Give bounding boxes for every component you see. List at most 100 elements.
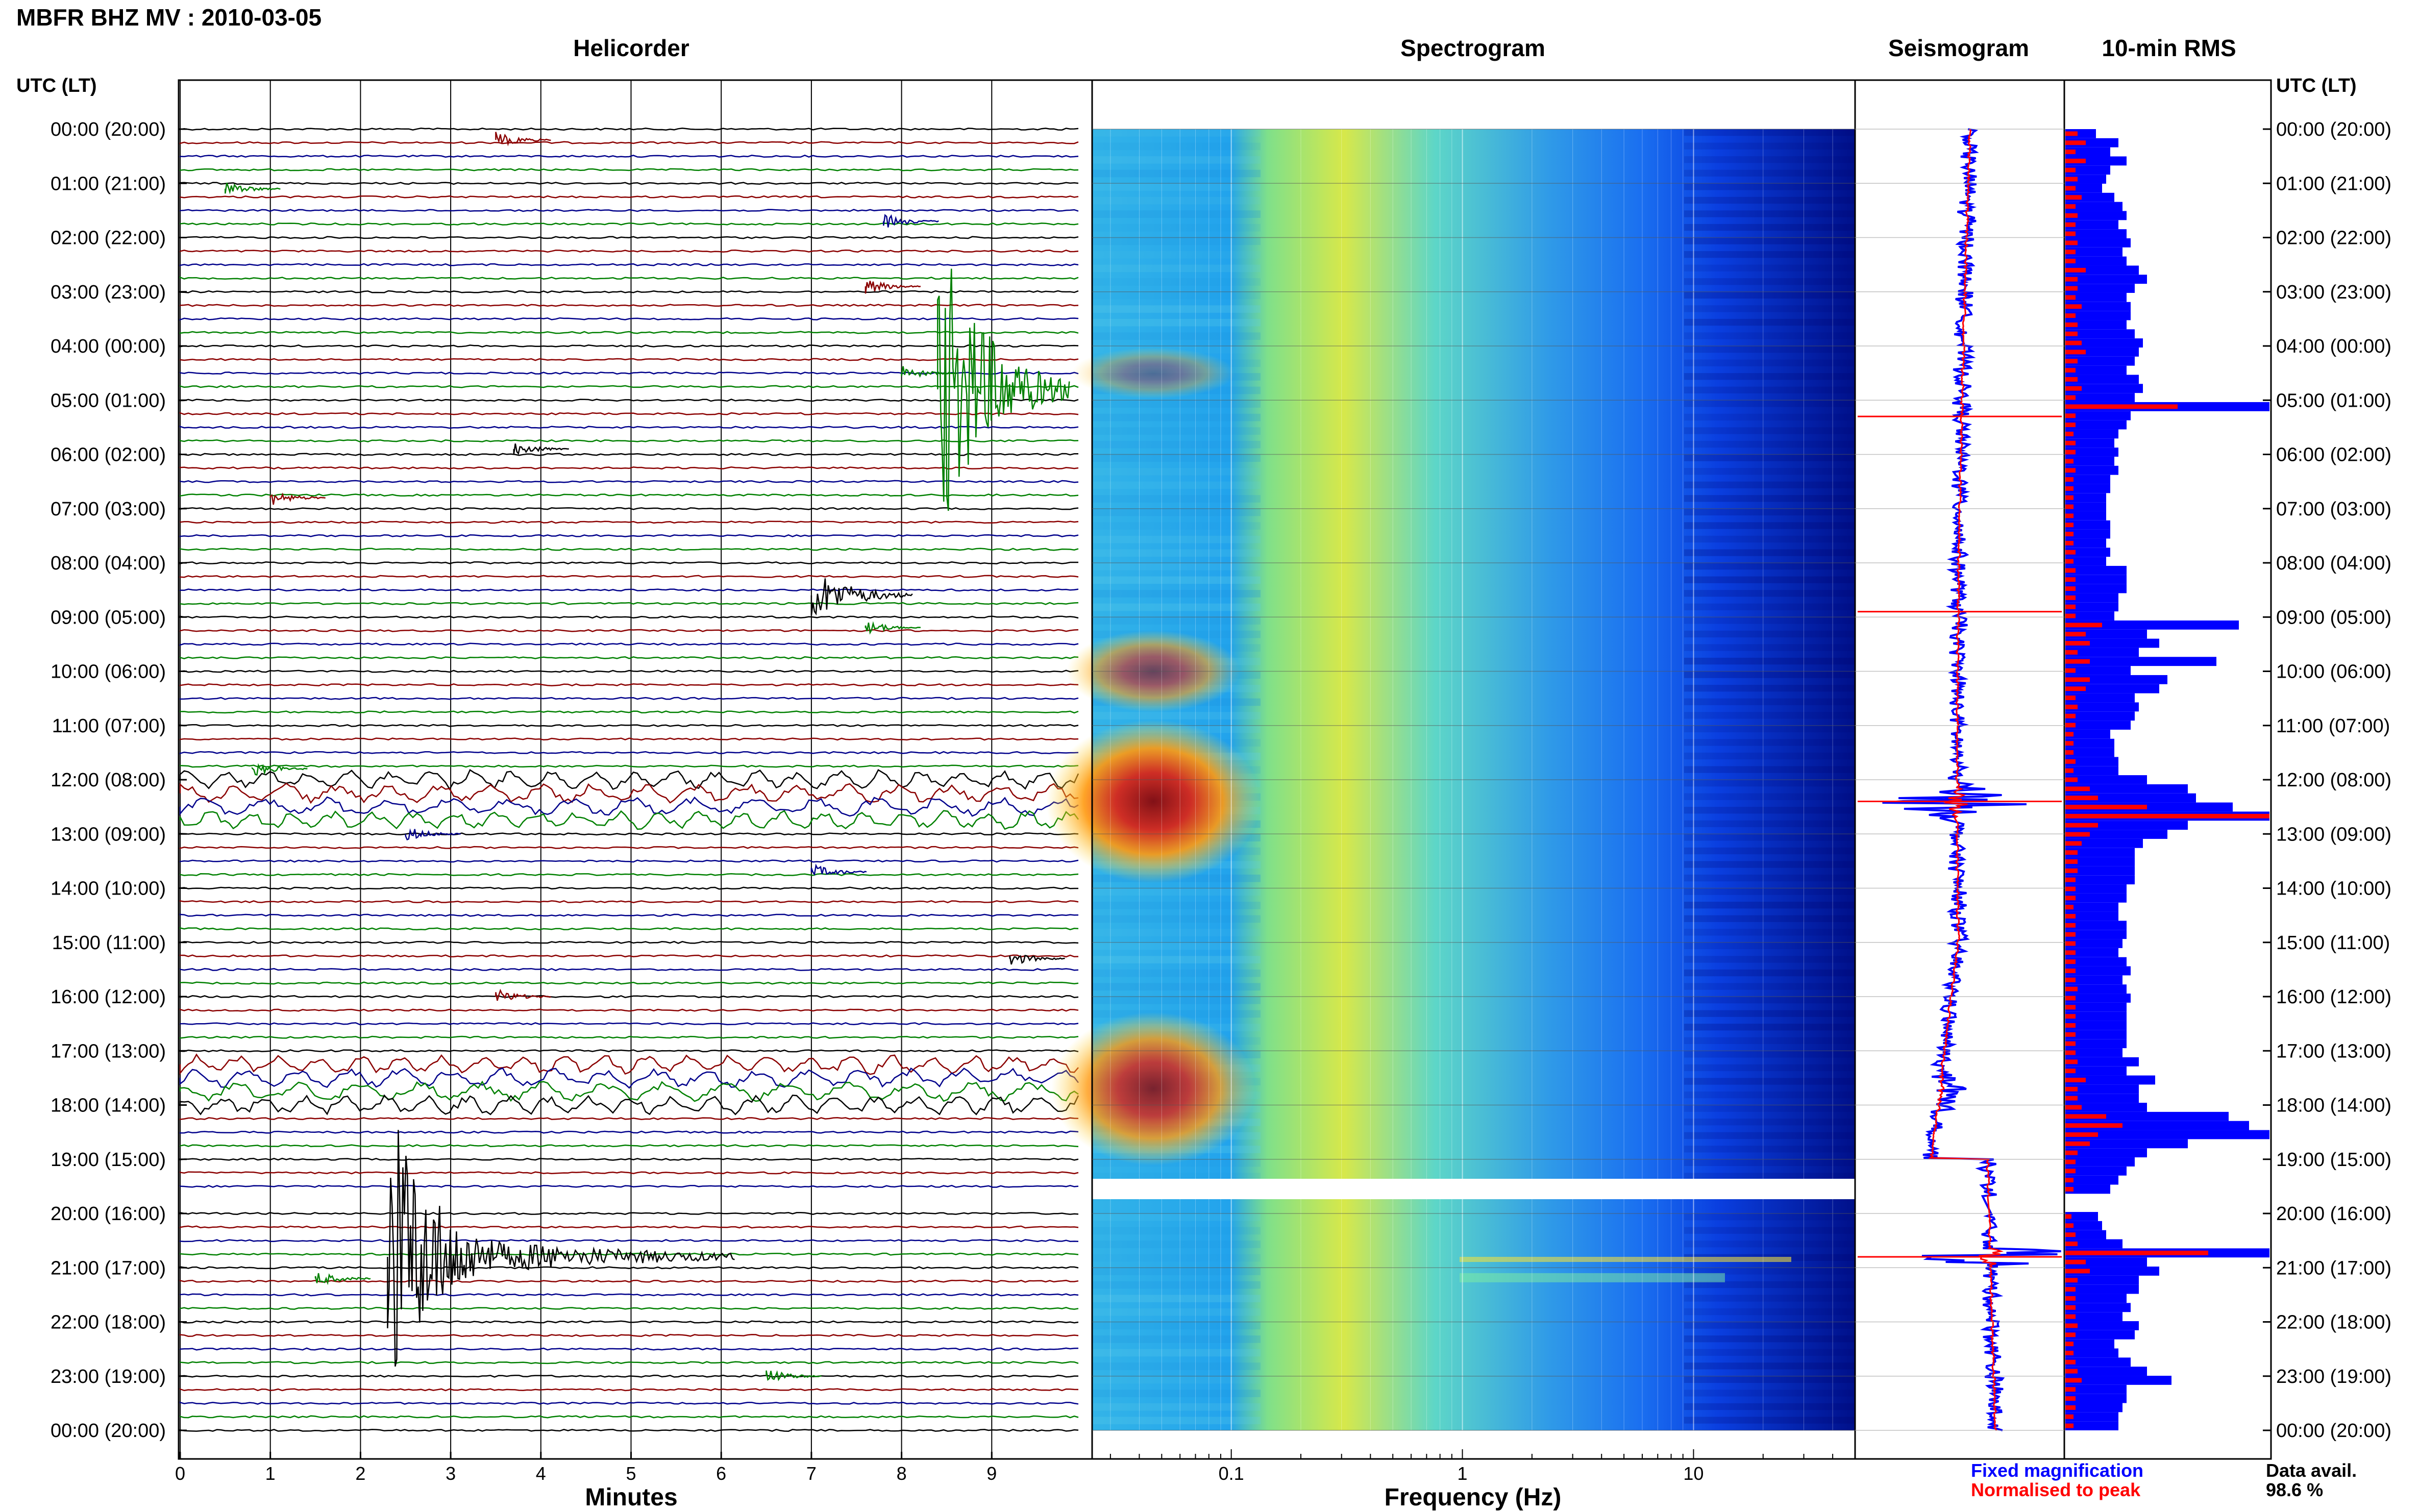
rms-bar-fixed [2065, 648, 2139, 657]
helicorder-trace [179, 399, 1079, 402]
spectrogram-hotspot [1072, 348, 1235, 399]
rms-bar-normalised [2065, 604, 2076, 609]
rms-bar-fixed [2065, 1175, 2118, 1185]
spectrogram-lowfreq-band [1092, 942, 1261, 950]
data-availability-label: Data avail. [2266, 1460, 2357, 1481]
spectrogram-highfreq-band [1684, 413, 1855, 421]
rms-bar-normalised [2065, 1014, 2076, 1019]
helicorder-trace [179, 1094, 1079, 1116]
spectrogram-highfreq-band [1684, 129, 1855, 136]
rms-bar-normalised [2065, 513, 2074, 518]
rms-bar-normalised [2065, 1214, 2071, 1219]
spectrogram-hotspot [1046, 720, 1261, 883]
minute-tick-label: 9 [986, 1463, 997, 1484]
time-axis-label-left: UTC (LT) [16, 75, 97, 96]
time-tick-label-right: 21:00 (17:00) [2276, 1257, 2391, 1279]
helicorder-trace [179, 1306, 1079, 1310]
rms-bar-normalised [2065, 1096, 2078, 1101]
time-tick-label-right: 02:00 (22:00) [2276, 228, 2391, 249]
rms-bar-fixed [2065, 311, 2131, 320]
helicorder-trace [179, 317, 1079, 321]
rms-bar-fixed [2065, 838, 2143, 848]
spectrogram-highfreq-band [1684, 576, 1855, 583]
frequency-axis-title: Frequency (Hz) [1385, 1484, 1562, 1511]
helicorder-trace [179, 1130, 1079, 1134]
time-tick-label-left: 08:00 (04:00) [51, 553, 166, 574]
rms-bar-normalised [2065, 1396, 2076, 1401]
helicorder-trace [179, 1080, 1079, 1102]
frequency-tick-label: 0.1 [1219, 1463, 1244, 1484]
rms-bar-normalised [2065, 1132, 2098, 1137]
spectrogram-lowfreq-band [1092, 603, 1261, 611]
helicorder-trace [179, 385, 1079, 388]
spectrogram-highfreq-band [1684, 861, 1855, 868]
rms-bar-normalised [2065, 786, 2090, 791]
time-tick-label-left: 20:00 (16:00) [51, 1203, 166, 1225]
rms-bar-normalised [2065, 277, 2078, 282]
spectrogram-lowfreq-band [1092, 576, 1261, 584]
helicorder-trace [179, 1157, 1079, 1161]
helicorder-trace [179, 810, 1079, 830]
rms-bar-fixed [2065, 202, 2122, 211]
spectrogram-lowfreq-band [1092, 468, 1261, 476]
spectrogram-highfreq-band [1684, 956, 1855, 963]
rms-bar-fixed [2065, 1030, 2127, 1039]
spectrogram-highfreq-band [1684, 752, 1855, 760]
rms-bar-normalised [2065, 431, 2074, 436]
rms-bar-fixed [2065, 830, 2167, 839]
rms-bar-fixed [2065, 1367, 2147, 1376]
rms-bar-normalised [2065, 131, 2078, 136]
helicorder-trace [179, 507, 1079, 510]
rms-bar-fixed [2065, 684, 2159, 693]
time-tick-label-right: 09:00 (05:00) [2276, 607, 2391, 628]
helicorder-event [495, 988, 551, 1001]
helicorder-events [225, 132, 1070, 1381]
rms-bar-normalised [2065, 523, 2074, 528]
helicorder-trace [179, 1239, 1079, 1243]
time-tick-label-right: 10:00 (06:00) [2276, 661, 2391, 683]
spectrogram-highfreq-band [1684, 563, 1855, 570]
rms-bar-normalised [2065, 1150, 2078, 1155]
rms-bar-fixed [2065, 438, 2114, 448]
rms-bar-normalised [2065, 723, 2076, 728]
time-tick-label-left: 04:00 (00:00) [51, 336, 166, 357]
rms-bar-fixed [2065, 866, 2135, 876]
rms-bar-normalised [2065, 732, 2074, 737]
rms-bar-fixed [2065, 1048, 2122, 1057]
helicorder-event [269, 492, 326, 505]
rms-bar-normalised [2065, 686, 2086, 691]
helicorder-trace [179, 331, 1079, 334]
figure-title: MBFR BHZ MV : 2010-03-05 [16, 4, 322, 31]
spectrogram-highfreq-band [1684, 1295, 1855, 1302]
rms-bar-normalised [2065, 1005, 2076, 1010]
data-availability-value: 98.6 % [2266, 1479, 2323, 1500]
rms-bar-fixed [2065, 1339, 2114, 1349]
spectrogram-highfreq-band [1684, 997, 1855, 1004]
time-tick-label-right: 20:00 (16:00) [2276, 1203, 2391, 1225]
rms-bar-normalised [2065, 1178, 2074, 1183]
rms-bar-normalised [2065, 267, 2086, 272]
rms-bar-normalised [2065, 167, 2076, 172]
spectrogram-lowfreq-band [1092, 712, 1261, 720]
helicorder-trace [179, 737, 1079, 741]
rms-bar-fixed [2065, 921, 2127, 930]
time-tick-label-right: 23:00 (19:00) [2276, 1366, 2391, 1387]
helicorder-trace [179, 276, 1079, 280]
rms-bar-normalised [2065, 459, 2074, 464]
spectrogram-highfreq-band [1684, 196, 1855, 204]
rms-bar-fixed [2065, 875, 2135, 885]
rms-bar-normalised [2065, 495, 2074, 500]
rms-bar-fixed [2065, 1094, 2139, 1103]
spectrogram-lowfreq-band [1092, 617, 1261, 625]
spectrogram-title: Spectrogram [1400, 35, 1545, 61]
spectrogram-lowfreq-band [1092, 305, 1261, 313]
legend-fixed-magnification: Fixed magnification [1971, 1460, 2143, 1481]
spectrogram-lowfreq-band [1092, 1227, 1261, 1235]
time-tick-label-right: 19:00 (15:00) [2276, 1149, 2391, 1171]
spectrogram-lowfreq-band [1092, 1390, 1261, 1397]
spectrogram-event-line [1460, 1257, 1791, 1262]
spectrogram-highfreq-band [1684, 1010, 1855, 1017]
rms-bar-normalised [2065, 1287, 2076, 1292]
rms-bar-normalised [2065, 1050, 2076, 1055]
spectrogram-lowfreq-band [1092, 413, 1261, 422]
